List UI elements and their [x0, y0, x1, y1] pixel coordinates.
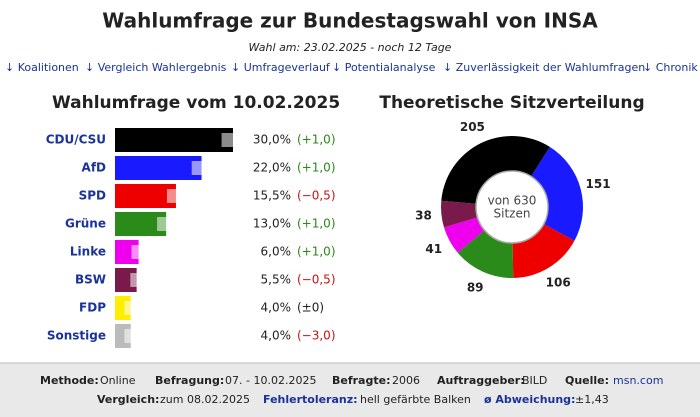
change-label: (+1,0) — [297, 217, 336, 231]
footer-value: 07. - 10.02.2025 — [225, 374, 316, 387]
value-label: 4,0% — [261, 301, 292, 315]
footer-value: 2006 — [392, 374, 420, 387]
party-label[interactable]: Linke — [70, 245, 106, 259]
donut-segment — [531, 146, 583, 241]
party-label[interactable]: CDU/CSU — [46, 133, 106, 147]
error-box — [157, 217, 176, 231]
party-label[interactable]: BSW — [75, 273, 106, 287]
change-label: (+1,0) — [297, 245, 336, 259]
donut-segment — [443, 217, 485, 253]
value-label: 5,5% — [261, 273, 292, 287]
bar — [115, 128, 233, 152]
footer-label: Befragung: — [155, 374, 224, 387]
value-label: 22,0% — [253, 161, 291, 175]
party-label[interactable]: SPD — [79, 189, 106, 203]
donut-segment — [512, 224, 575, 278]
error-box — [130, 273, 143, 287]
value-label: 4,0% — [261, 329, 292, 343]
footer-label: Auftraggeber: — [437, 374, 525, 387]
nav-link[interactable]: ↓ Vergleich Wahlergebnis — [85, 61, 227, 74]
party-label[interactable]: Grüne — [65, 217, 106, 231]
segment-label: 205 — [460, 120, 485, 134]
footer-label: Fehlertoleranz: — [263, 393, 358, 406]
segment-label: 38 — [415, 209, 432, 223]
footer-label: Befragte: — [332, 374, 390, 387]
donut-segment — [457, 230, 514, 278]
value-label: 13,0% — [253, 217, 291, 231]
chart-title: Wahlumfrage vom 10.02.2025 — [52, 93, 340, 113]
error-box — [221, 133, 245, 147]
value-label: 6,0% — [261, 245, 292, 259]
value-label: 15,5% — [253, 189, 291, 203]
footer-value: ±1,43 — [575, 393, 609, 406]
segment-label: 151 — [586, 177, 611, 191]
error-box — [166, 189, 186, 203]
footer-label: Quelle: — [565, 374, 609, 387]
segment-label: 41 — [425, 242, 442, 256]
error-box — [124, 329, 138, 343]
bar — [115, 156, 202, 180]
change-label: (−0,5) — [297, 273, 336, 287]
footer-value: BILD — [522, 374, 547, 387]
change-label: (+1,0) — [297, 161, 336, 175]
nav-link[interactable]: ↓ Chronik — [643, 61, 698, 74]
change-label: (−0,5) — [297, 189, 336, 203]
nav-link[interactable]: ↓ Koalitionen — [5, 61, 79, 74]
footer-value[interactable]: msn.com — [613, 374, 663, 387]
nav-link[interactable]: ↓ Umfrageverlauf — [231, 61, 331, 74]
error-box — [124, 301, 138, 315]
change-label: (+1,0) — [297, 133, 336, 147]
chart-title: Theoretische Sitzverteilung — [379, 93, 644, 113]
footer-label: ø Abweichung: — [484, 393, 575, 406]
error-box — [191, 161, 212, 175]
donut-segment — [441, 200, 478, 228]
page-title: Wahlumfrage zur Bundestagswahl von INSA — [102, 9, 598, 33]
footer-label: Vergleich: — [97, 393, 159, 406]
footer-value: hell gefärbte Balken — [360, 393, 471, 406]
party-label[interactable]: Sonstige — [47, 329, 106, 343]
footer-label: Methode: — [40, 374, 99, 387]
donut-center — [475, 170, 549, 244]
nav-link[interactable]: ↓ Potentialanalyse — [332, 61, 436, 74]
party-label[interactable]: FDP — [79, 301, 106, 315]
value-label: 30,0% — [253, 133, 291, 147]
change-label: (−3,0) — [297, 329, 336, 343]
party-label[interactable]: AfD — [82, 161, 107, 175]
bar — [115, 184, 176, 208]
change-label: (±0) — [297, 301, 324, 315]
center-label: von 630 — [488, 194, 537, 208]
nav-link[interactable]: ↓ Zuverlässigkeit der Wahlumfragen — [443, 61, 645, 74]
footer-value: zum 08.02.2025 — [160, 393, 250, 406]
donut-segment — [441, 135, 550, 204]
segment-label: 106 — [546, 276, 571, 290]
footer-band — [0, 363, 700, 417]
center-label: Sitzen — [494, 207, 531, 221]
error-box — [131, 245, 146, 259]
segment-label: 89 — [467, 281, 484, 295]
subtitle: Wahl am: 23.02.2025 - noch 12 Tage — [249, 41, 452, 54]
footer-value: Online — [100, 374, 136, 387]
